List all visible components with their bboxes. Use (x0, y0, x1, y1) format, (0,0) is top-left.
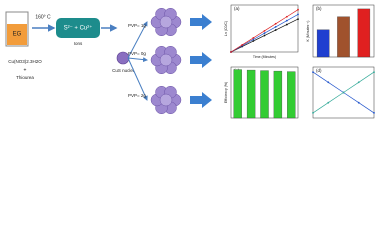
branch-label: PVP= 2g (128, 93, 146, 98)
bar (260, 70, 269, 119)
point (230, 51, 232, 53)
point (252, 37, 255, 39)
point (297, 8, 299, 11)
point (357, 81, 360, 84)
point (274, 29, 277, 31)
arrow (127, 57, 148, 101)
particle (159, 93, 173, 107)
point (285, 19, 288, 22)
bar (287, 71, 296, 119)
particle (159, 53, 173, 67)
nuclei-label: CuS nuclei (112, 68, 134, 73)
branch-label: PVP= 1g (128, 23, 146, 28)
arrow (127, 57, 148, 63)
reagent: Thiourea (16, 75, 34, 80)
particle (159, 15, 173, 29)
bar (233, 69, 242, 119)
panel-label: (b) (316, 6, 322, 11)
reagent: Cu(NO3)2.3H2O (8, 59, 42, 64)
temperature: 160° C (35, 14, 51, 20)
point (373, 71, 375, 73)
y-axis-label: Ln (C0/C) (224, 21, 228, 36)
ions-label: Ions (74, 41, 83, 46)
graphical-abstract: EG 160° C Cu(NO3)2.3H2O + Thiourea S²⁻ +… (5, 4, 375, 119)
point (312, 71, 314, 73)
point (297, 13, 299, 16)
point (263, 29, 266, 32)
x-axis-label: Time (Minutes) (253, 55, 276, 59)
plot-frame (230, 4, 299, 53)
bar (337, 16, 350, 58)
bar (357, 8, 371, 58)
point (312, 112, 314, 114)
beaker (5, 11, 29, 47)
bar (316, 29, 330, 58)
point (252, 40, 255, 42)
bar (273, 70, 283, 119)
plus: + (24, 67, 27, 73)
y-axis-label: K (Minutes⁻¹) (306, 21, 310, 42)
block-arrow (190, 14, 212, 30)
point (373, 112, 375, 114)
point (297, 18, 299, 20)
panel-label: (a) (234, 6, 240, 11)
point (241, 44, 244, 46)
point (274, 22, 277, 25)
arrow (127, 21, 148, 59)
point (263, 34, 266, 37)
ions-box (56, 18, 100, 38)
ions-formula: S²⁻ + Cu²⁺ (64, 25, 93, 32)
block-arrow (190, 92, 212, 108)
panel-label: (d) (316, 68, 322, 73)
point (263, 32, 266, 35)
bar (246, 69, 256, 119)
block-arrow (190, 52, 212, 68)
point (285, 15, 288, 18)
point (357, 101, 360, 104)
y-axis-label: Efficiency (%) (224, 82, 228, 103)
point (327, 101, 330, 104)
point (342, 91, 345, 94)
solvent: EG (13, 32, 22, 38)
point (327, 81, 330, 84)
point (285, 23, 288, 26)
branch-label: PVP= 0g (128, 51, 146, 56)
point (274, 26, 277, 28)
point (252, 38, 255, 41)
